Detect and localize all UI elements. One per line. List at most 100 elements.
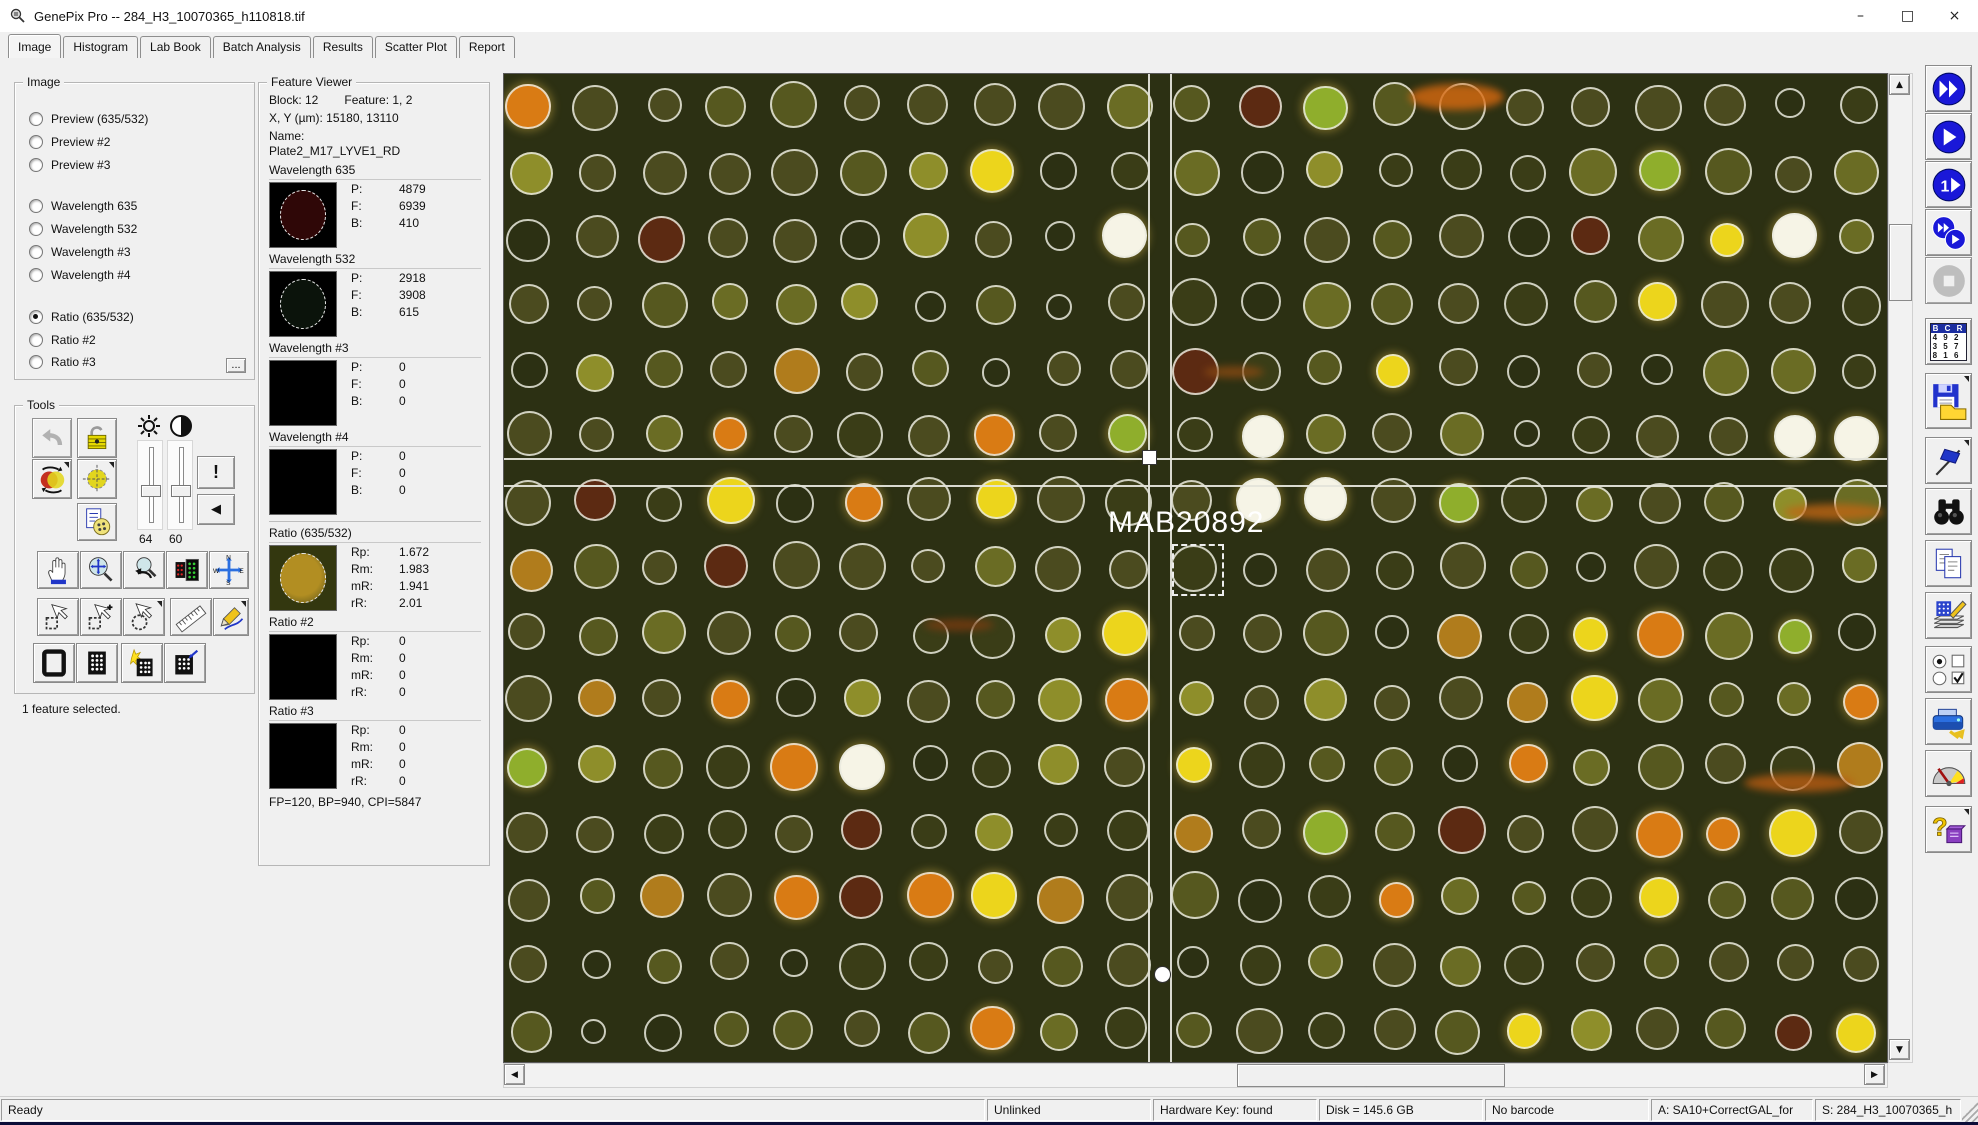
previous-button[interactable]: ◀ <box>197 494 235 525</box>
stop-scan-button[interactable] <box>1925 257 1972 304</box>
microarray-spot <box>1641 354 1673 386</box>
radio-preview-3[interactable]: Preview #3 <box>29 157 110 173</box>
scan-fast-button[interactable] <box>1925 65 1972 112</box>
microarray-spot <box>1235 1007 1283 1055</box>
scroll-up-button[interactable]: ▲ <box>1889 74 1910 95</box>
horizontal-scroll-thumb[interactable] <box>1237 1064 1505 1087</box>
annotate-button[interactable] <box>213 598 249 636</box>
radio-preview-635-532[interactable]: Preview (635/532) <box>29 111 148 127</box>
maximize-button[interactable]: □ <box>1884 0 1931 32</box>
tab-results[interactable]: Results <box>312 36 373 58</box>
adjust-blocks-button[interactable] <box>164 643 206 683</box>
radio-wavelength-3[interactable]: Wavelength #3 <box>29 244 131 260</box>
minimize-button[interactable]: – <box>1837 0 1884 32</box>
align-target-button[interactable] <box>77 459 117 499</box>
zoom-previous-button[interactable] <box>123 551 165 589</box>
microarray-spot <box>1304 678 1348 722</box>
radio-ratio-635-532[interactable]: Ratio (635/532) <box>29 309 134 325</box>
block-boundary-vline[interactable] <box>1170 74 1172 1062</box>
tab-batch-analysis[interactable]: Batch Analysis <box>212 36 311 58</box>
tab-histogram[interactable]: Histogram <box>63 36 139 58</box>
find-button[interactable] <box>1925 488 1972 535</box>
help-button[interactable]: ? <box>1925 806 1972 853</box>
copy-button[interactable] <box>1925 540 1972 587</box>
lock-button[interactable] <box>77 418 117 458</box>
brightness-slider-thumb[interactable] <box>141 485 161 497</box>
microarray-image-viewport[interactable]: MAB20892 <box>503 73 1888 1063</box>
more-options-button[interactable]: ... <box>226 358 246 373</box>
scan-single-button[interactable]: 1 <box>1925 161 1972 208</box>
zoom-area-button[interactable] <box>80 551 122 589</box>
measure-button[interactable] <box>170 598 212 636</box>
svg-text:?: ? <box>1932 813 1947 841</box>
tab-scatter-plot[interactable]: Scatter Plot <box>374 36 457 58</box>
selected-feature-box[interactable] <box>1172 544 1224 596</box>
block-boundary-vline[interactable] <box>1148 74 1150 1062</box>
scroll-right-button[interactable]: ▶ <box>1864 1064 1885 1085</box>
radio-wavelength-635[interactable]: Wavelength 635 <box>29 198 137 214</box>
options-button[interactable] <box>1925 646 1972 693</box>
select-rectangle-button[interactable] <box>37 598 79 636</box>
open-save-images-button[interactable] <box>1925 373 1972 429</box>
microarray-spot <box>974 545 1017 588</box>
microarray-spot <box>642 678 681 717</box>
microarray-spot <box>708 218 749 259</box>
scroll-down-button[interactable]: ▼ <box>1889 1039 1910 1060</box>
auto-scale-button[interactable]: ! <box>197 456 235 489</box>
radio-wavelength-532[interactable]: Wavelength 532 <box>29 221 137 237</box>
block-boundary-hline[interactable] <box>504 458 1887 460</box>
tab-report[interactable]: Report <box>458 36 515 58</box>
contrast-slider-thumb[interactable] <box>171 485 191 497</box>
close-button[interactable]: × <box>1931 0 1978 32</box>
report-button[interactable] <box>1925 592 1972 639</box>
frame-view-icon <box>42 649 66 677</box>
resize-grip[interactable] <box>1962 1097 1978 1123</box>
view-blocks-button[interactable] <box>76 643 118 683</box>
select-add-button[interactable] <box>80 598 122 636</box>
new-blocks-button[interactable] <box>121 643 163 683</box>
microarray-spot <box>1637 743 1684 790</box>
preview-scan-button[interactable] <box>1925 209 1972 256</box>
contrast-slider[interactable] <box>167 440 193 530</box>
barcode-button[interactable]: B C R 4 9 2 3 5 7 8 1 6 <box>1925 318 1972 365</box>
radio-wavelength-4[interactable]: Wavelength #4 <box>29 267 131 283</box>
report-stack-icon <box>1933 600 1967 628</box>
microarray-spot <box>1434 1009 1480 1055</box>
radio-preview-2[interactable]: Preview #2 <box>29 134 110 150</box>
microarray-spot <box>769 742 818 791</box>
brightness-slider[interactable] <box>137 440 163 530</box>
radio-icon <box>29 112 43 126</box>
tab-lab-book[interactable]: Lab Book <box>140 36 211 58</box>
rotate-flip-button[interactable] <box>32 459 72 499</box>
status-settings: S: 284_H3_10070365_h <box>1815 1099 1961 1121</box>
radio-ratio-3[interactable]: Ratio #3 <box>29 354 96 370</box>
radio-icon <box>29 135 43 149</box>
block-rotate-handle[interactable] <box>1154 966 1171 983</box>
undo-button[interactable] <box>32 418 72 458</box>
hardware-diagnostics-button[interactable] <box>1925 750 1972 797</box>
microarray-spot <box>1501 476 1548 523</box>
flag-feature-button[interactable] <box>1925 437 1972 484</box>
microarray-spot <box>973 414 1016 456</box>
microarray-spot <box>1510 550 1549 589</box>
microarray-spot <box>1709 222 1745 258</box>
block-boundary-hline[interactable] <box>504 485 1887 487</box>
help-icon: ? <box>1931 812 1966 843</box>
select-freehand-button[interactable] <box>123 598 165 636</box>
block-view-button[interactable] <box>166 551 208 589</box>
vertical-scroll-thumb[interactable] <box>1889 224 1912 301</box>
view-image-only-button[interactable] <box>33 643 75 683</box>
print-button[interactable] <box>1925 698 1972 745</box>
scan-button[interactable] <box>1925 113 1972 160</box>
scroll-left-button[interactable]: ◀ <box>504 1064 525 1085</box>
radio-ratio-2[interactable]: Ratio #2 <box>29 332 96 348</box>
vertical-scrollbar[interactable]: ▲ ▼ <box>1888 73 1913 1063</box>
microarray-spot <box>504 480 551 527</box>
ratio-2-thumbnail <box>269 634 337 700</box>
tab-image[interactable]: Image <box>8 34 62 58</box>
horizontal-scrollbar[interactable]: ◀ ▶ <box>503 1063 1888 1088</box>
pan-hand-button[interactable] <box>37 551 79 589</box>
copy-feature-info-button[interactable] <box>77 503 117 541</box>
block-drag-handle[interactable] <box>1142 450 1157 465</box>
